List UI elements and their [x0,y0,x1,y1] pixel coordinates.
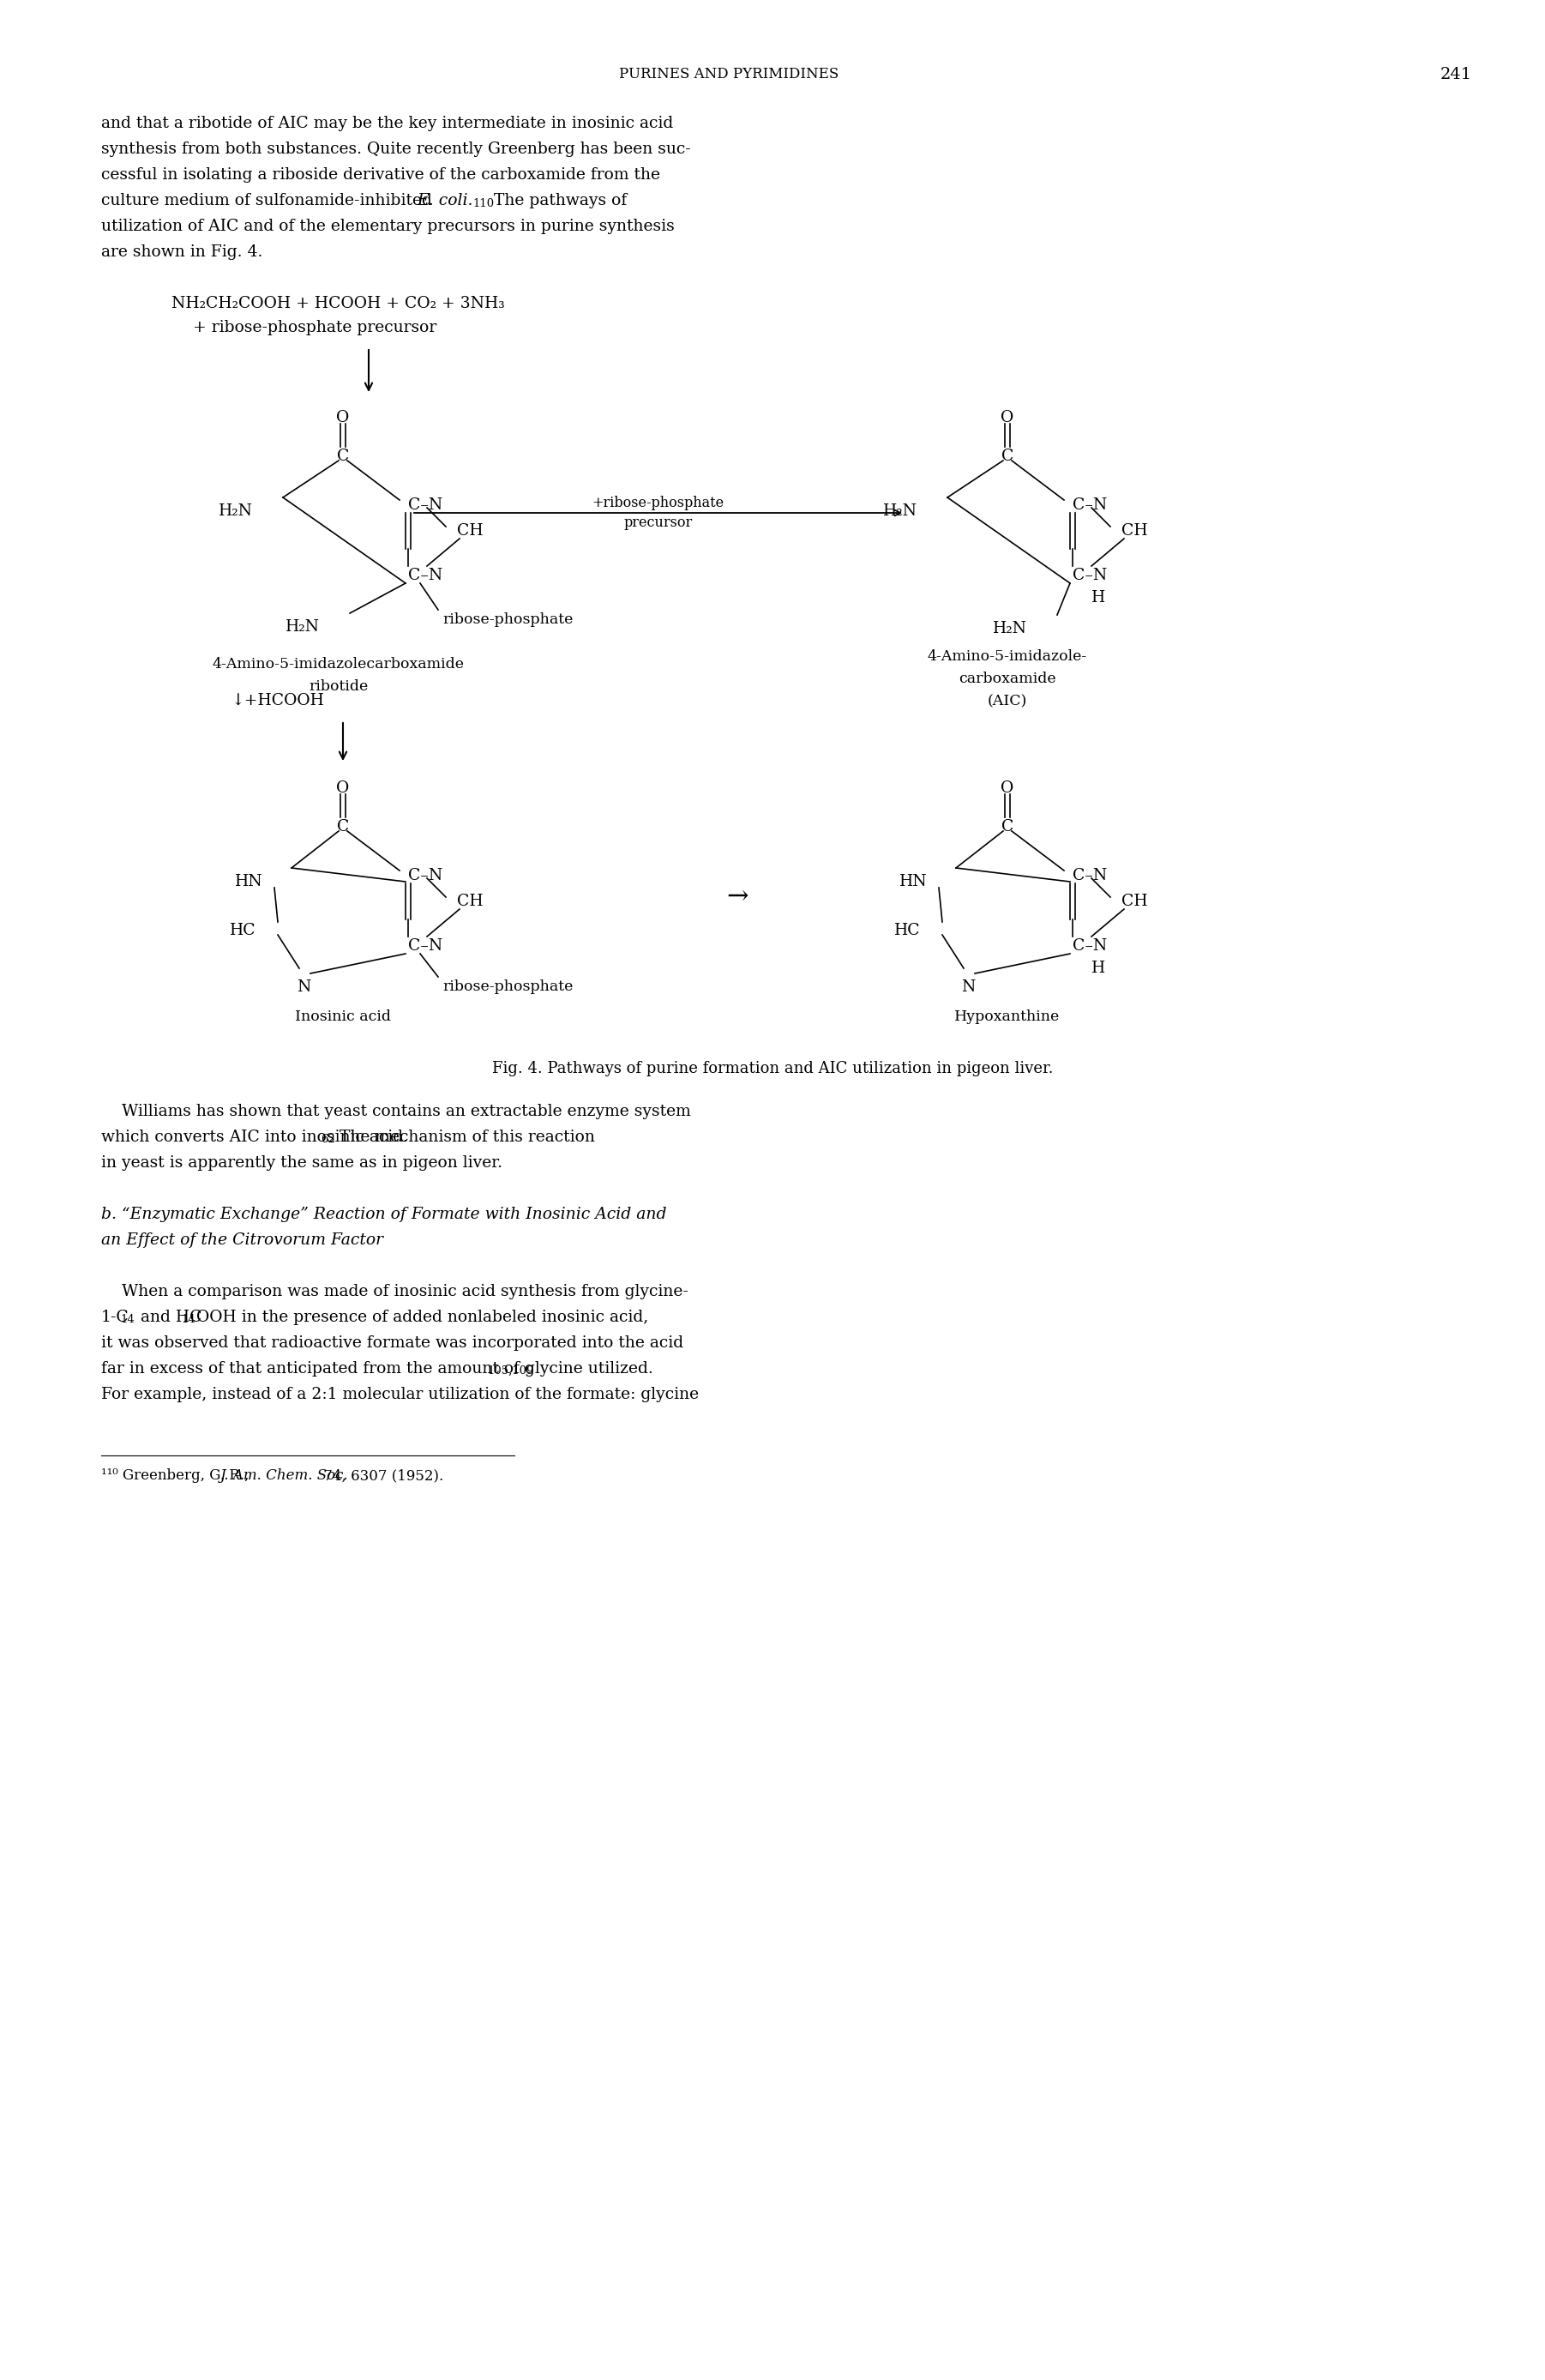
Text: CH: CH [1122,524,1148,538]
Text: an Effect of the Citrovorum Factor: an Effect of the Citrovorum Factor [100,1233,383,1247]
Text: For example, instead of a 2:1 molecular utilization of the formate: glycine: For example, instead of a 2:1 molecular … [100,1388,698,1402]
Text: C–N: C–N [408,569,442,583]
Text: C–N: C–N [408,938,442,954]
Text: C–N: C–N [1072,497,1108,512]
Text: C: C [337,447,349,464]
Text: 14: 14 [181,1314,195,1326]
Text: 14: 14 [121,1314,134,1326]
Text: N: N [961,981,975,995]
Text: which converts AIC into inosinic acid.: which converts AIC into inosinic acid. [100,1130,408,1145]
Text: 110: 110 [473,198,494,209]
Text: it was observed that radioactive formate was incorporated into the acid: it was observed that radioactive formate… [100,1335,683,1352]
Text: CH: CH [457,524,484,538]
Text: The mechanism of this reaction: The mechanism of this reaction [334,1130,595,1145]
Text: C: C [1001,447,1014,464]
Text: H₂N: H₂N [993,621,1027,635]
Text: Inosinic acid: Inosinic acid [295,1009,391,1023]
Text: H: H [1091,590,1105,605]
Text: C–N: C–N [1072,869,1108,883]
Text: PURINES AND PYRIMIDINES: PURINES AND PYRIMIDINES [620,67,839,81]
Text: H₂N: H₂N [286,619,320,635]
Text: C: C [337,819,349,835]
Text: CH: CH [1122,892,1148,909]
Text: 1-C: 1-C [100,1309,130,1326]
Text: far in excess of that anticipated from the amount of glycine utilized.: far in excess of that anticipated from t… [100,1361,654,1376]
Text: O: O [337,781,349,795]
Text: +ribose-phosphate: +ribose-phosphate [592,495,725,509]
Text: E. coli.: E. coli. [417,193,473,209]
Text: When a comparison was made of inosinic acid synthesis from glycine-: When a comparison was made of inosinic a… [100,1283,689,1299]
Text: ↓+HCOOH: ↓+HCOOH [232,693,324,709]
Text: H₂N: H₂N [884,505,918,519]
Text: ribose-phosphate: ribose-phosphate [442,612,573,626]
Text: (AIC): (AIC) [987,695,1027,709]
Text: The pathways of: The pathways of [488,193,627,209]
Text: HC: HC [895,923,921,938]
Text: C–N: C–N [408,869,442,883]
Text: C: C [1001,819,1014,835]
Text: HN: HN [899,873,927,890]
Text: O: O [1001,781,1014,795]
Text: Hypoxanthine: Hypoxanthine [955,1009,1060,1023]
Text: utilization of AIC and of the elementary precursors in purine synthesis: utilization of AIC and of the elementary… [100,219,675,233]
Text: C–N: C–N [408,497,442,512]
Text: →: → [726,883,748,909]
Text: synthesis from both substances. Quite recently Greenberg has been suc-: synthesis from both substances. Quite re… [100,140,691,157]
Text: ribose-phosphate: ribose-phosphate [442,981,573,995]
Text: precursor: precursor [624,516,692,531]
Text: ribotide: ribotide [309,678,368,695]
Text: OOH in the presence of added nonlabeled inosinic acid,: OOH in the presence of added nonlabeled … [196,1309,649,1326]
Text: 241: 241 [1440,67,1472,83]
Text: ¹¹⁰ Greenberg, G. R.,: ¹¹⁰ Greenberg, G. R., [100,1468,253,1483]
Text: and HC: and HC [136,1309,202,1326]
Text: b. “Enzymatic Exchange” Reaction of Formate with Inosinic Acid and: b. “Enzymatic Exchange” Reaction of Form… [100,1207,666,1223]
Text: Fig. 4. Pathways of purine formation and AIC utilization in pigeon liver.: Fig. 4. Pathways of purine formation and… [491,1061,1054,1076]
Text: 4-Amino-5-imidazole-: 4-Amino-5-imidazole- [927,650,1088,664]
Text: HC: HC [230,923,256,938]
Text: 4-Amino-5-imidazolecarboxamide: 4-Amino-5-imidazolecarboxamide [213,657,465,671]
Text: cessful in isolating a riboside derivative of the carboxamide from the: cessful in isolating a riboside derivati… [100,167,660,183]
Text: + ribose-phosphate precursor: + ribose-phosphate precursor [193,319,437,336]
Text: HN: HN [235,873,263,890]
Text: 74, 6307 (1952).: 74, 6307 (1952). [320,1468,443,1483]
Text: CH: CH [457,892,484,909]
Text: H₂N: H₂N [219,505,253,519]
Text: in yeast is apparently the same as in pigeon liver.: in yeast is apparently the same as in pi… [100,1154,502,1171]
Text: H: H [1091,962,1105,976]
Text: 105,109: 105,109 [487,1366,533,1376]
Text: Williams has shown that yeast contains an extractable enzyme system: Williams has shown that yeast contains a… [100,1104,691,1119]
Text: O: O [1001,409,1014,426]
Text: C–N: C–N [1072,938,1108,954]
Text: culture medium of sulfonamide-inhibited: culture medium of sulfonamide-inhibited [100,193,437,209]
Text: O: O [337,409,349,426]
Text: N: N [297,981,311,995]
Text: J. Am. Chem. Soc.: J. Am. Chem. Soc. [219,1468,348,1483]
Text: 62: 62 [321,1133,335,1145]
Text: C–N: C–N [1072,569,1108,583]
Text: and that a ribotide of AIC may be the key intermediate in inosinic acid: and that a ribotide of AIC may be the ke… [100,117,674,131]
Text: carboxamide: carboxamide [959,671,1057,685]
Text: NH₂CH₂COOH + HCOOH + CO₂ + 3NH₃: NH₂CH₂COOH + HCOOH + CO₂ + 3NH₃ [171,295,505,312]
Text: are shown in Fig. 4.: are shown in Fig. 4. [100,245,263,259]
